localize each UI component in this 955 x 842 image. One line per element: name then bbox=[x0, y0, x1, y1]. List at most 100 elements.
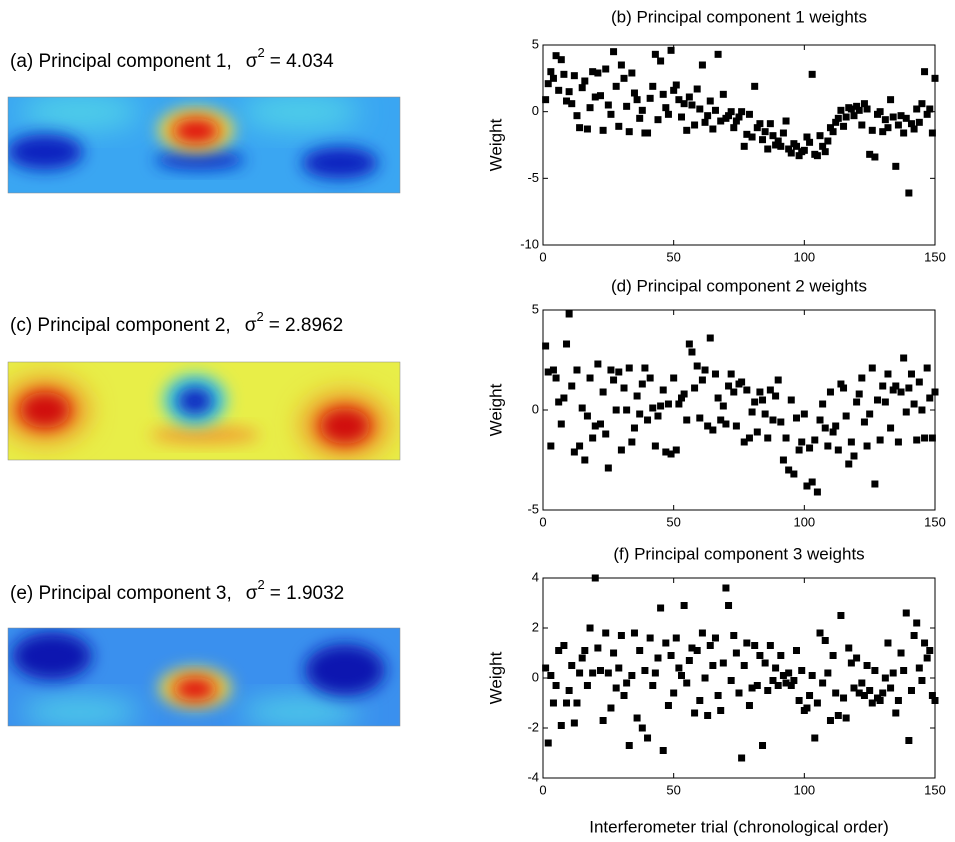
point bbox=[685, 93, 693, 101]
y-tick-label: -10 bbox=[520, 236, 539, 251]
point bbox=[824, 442, 832, 450]
point bbox=[672, 81, 680, 89]
point bbox=[772, 392, 780, 400]
point bbox=[795, 152, 803, 160]
point bbox=[547, 672, 555, 679]
point bbox=[792, 647, 800, 654]
point bbox=[751, 398, 759, 406]
point bbox=[751, 82, 759, 90]
point bbox=[792, 142, 800, 150]
point bbox=[866, 687, 874, 694]
point bbox=[769, 132, 777, 140]
plot-frame bbox=[542, 44, 936, 246]
point bbox=[696, 697, 704, 704]
variance-symbol: σ bbox=[246, 51, 258, 72]
point bbox=[790, 677, 798, 684]
panel-title: (c) Principal component 2, σ2 = 2.8962 bbox=[10, 309, 343, 336]
point bbox=[923, 364, 931, 372]
point bbox=[866, 150, 874, 158]
point bbox=[787, 682, 795, 689]
variance-exponent: 2 bbox=[258, 45, 265, 60]
point bbox=[829, 128, 837, 136]
point bbox=[570, 72, 578, 80]
point bbox=[845, 644, 853, 652]
point bbox=[644, 416, 652, 424]
point bbox=[678, 672, 686, 679]
point bbox=[732, 649, 740, 657]
point bbox=[777, 142, 785, 150]
point bbox=[586, 104, 594, 112]
point bbox=[576, 442, 584, 450]
point bbox=[819, 679, 827, 687]
point bbox=[855, 689, 863, 697]
point bbox=[649, 404, 657, 412]
y-axis-label: Weight bbox=[486, 651, 505, 704]
point bbox=[842, 714, 850, 722]
point bbox=[670, 86, 678, 94]
y-tick-label: 2 bbox=[532, 619, 539, 634]
point bbox=[589, 669, 597, 677]
point bbox=[714, 692, 722, 699]
point bbox=[819, 142, 827, 150]
point bbox=[840, 384, 848, 392]
point bbox=[641, 667, 649, 674]
point bbox=[625, 742, 633, 749]
point bbox=[764, 434, 772, 442]
point bbox=[685, 657, 693, 664]
variance-exponent: 2 bbox=[256, 309, 263, 324]
point bbox=[921, 434, 929, 442]
point bbox=[821, 148, 829, 156]
point bbox=[748, 408, 756, 416]
point bbox=[680, 390, 688, 398]
point bbox=[745, 110, 753, 118]
point bbox=[772, 664, 780, 672]
point bbox=[678, 394, 686, 402]
point bbox=[761, 410, 769, 418]
point bbox=[709, 662, 717, 669]
y-tick-label: 5 bbox=[532, 301, 539, 316]
point bbox=[858, 374, 866, 382]
point bbox=[730, 632, 738, 639]
point bbox=[834, 114, 842, 122]
point bbox=[630, 629, 638, 637]
point bbox=[555, 86, 563, 94]
point bbox=[913, 105, 921, 113]
point bbox=[871, 153, 879, 161]
point bbox=[662, 448, 670, 456]
point bbox=[847, 659, 855, 667]
point bbox=[816, 629, 824, 637]
point bbox=[756, 120, 764, 128]
point bbox=[910, 400, 918, 408]
point bbox=[602, 65, 610, 73]
point bbox=[615, 122, 623, 130]
point bbox=[829, 652, 837, 659]
point bbox=[583, 412, 591, 420]
x-tick-label: 150 bbox=[924, 249, 946, 264]
point bbox=[819, 400, 827, 408]
point bbox=[913, 436, 921, 444]
point bbox=[672, 634, 680, 642]
point bbox=[806, 444, 814, 452]
point bbox=[633, 96, 641, 104]
point bbox=[918, 406, 926, 414]
point bbox=[853, 102, 861, 110]
point bbox=[565, 310, 573, 318]
point bbox=[691, 121, 699, 129]
point bbox=[623, 679, 631, 687]
point bbox=[719, 90, 727, 98]
point bbox=[641, 364, 649, 372]
point bbox=[620, 74, 628, 82]
point bbox=[555, 398, 563, 406]
point bbox=[725, 602, 733, 609]
point bbox=[926, 394, 934, 402]
point bbox=[542, 96, 550, 104]
point bbox=[725, 382, 733, 390]
point bbox=[766, 386, 774, 394]
point bbox=[615, 664, 623, 672]
point bbox=[596, 667, 604, 674]
point bbox=[557, 56, 565, 64]
y-axis-label: Weight bbox=[486, 383, 505, 436]
point bbox=[604, 101, 612, 109]
point bbox=[813, 488, 821, 496]
